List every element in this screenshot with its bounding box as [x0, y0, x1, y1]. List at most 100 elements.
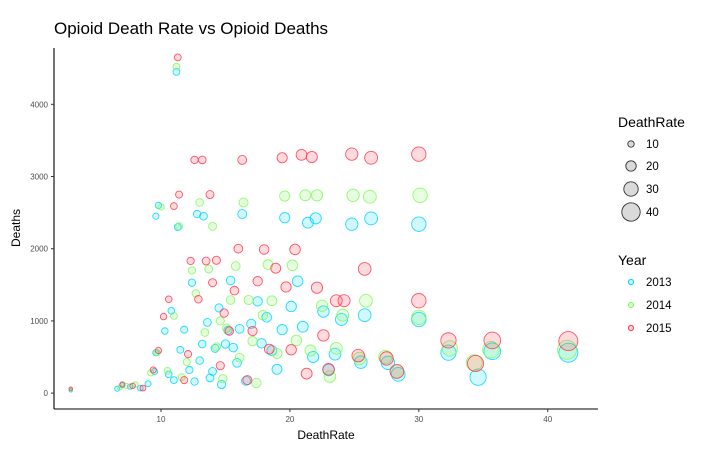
point-2013-27 — [208, 367, 218, 376]
point-2014-12 — [182, 358, 191, 367]
point-2014-37 — [299, 189, 312, 202]
point-2015-29 — [252, 276, 263, 287]
point-2015-51 — [411, 146, 427, 162]
plot-points — [68, 53, 579, 393]
x-tick-label-40: 40 — [543, 415, 552, 424]
point-2013-44 — [271, 363, 283, 375]
point-2015-0 — [68, 386, 74, 392]
point-2015-19 — [208, 278, 218, 288]
point-2014-29 — [251, 377, 262, 389]
point-2013-34 — [228, 342, 238, 353]
point-2015-6 — [159, 312, 168, 321]
point-2014-38 — [304, 344, 317, 357]
point-2015-53 — [440, 332, 457, 349]
size-legend-label-10: 10 — [646, 139, 659, 151]
point-2014-21 — [218, 374, 228, 384]
point-2014-18 — [208, 221, 218, 231]
point-2015-35 — [285, 344, 297, 356]
point-2014-19 — [211, 342, 221, 352]
x-tick-label-20: 20 — [285, 415, 294, 424]
point-2015-40 — [310, 281, 324, 294]
point-2014-15 — [195, 198, 204, 207]
point-2014-53 — [465, 354, 483, 372]
point-2013-51 — [307, 351, 320, 364]
point-2014-24 — [230, 261, 241, 271]
point-2013-19 — [187, 278, 197, 287]
point-2013-16 — [176, 345, 185, 354]
point-2015-24 — [229, 285, 240, 296]
point-2014-42 — [329, 341, 343, 355]
size-legend-key-10 — [627, 140, 635, 148]
point-2015-18 — [205, 190, 215, 199]
point-2013-17 — [180, 325, 189, 334]
size-legend-label-30: 30 — [646, 184, 659, 196]
point-2015-54 — [467, 354, 485, 373]
year-legend-label-2013: 2013 — [646, 277, 672, 289]
point-2013-63 — [411, 216, 427, 232]
point-2013-22 — [195, 356, 204, 365]
color-legend-title: Year — [618, 252, 647, 268]
point-2015-39 — [305, 151, 318, 164]
axes — [53, 48, 598, 410]
point-2015-10 — [175, 190, 183, 199]
point-2015-26 — [237, 154, 248, 165]
point-2013-25 — [203, 317, 212, 327]
point-2013-33 — [225, 275, 236, 286]
point-2014-27 — [243, 294, 254, 305]
point-2013-13 — [170, 376, 178, 384]
x-tick-label-30: 30 — [414, 415, 423, 424]
size-legend-title: DeathRate — [618, 114, 685, 130]
point-2015-15 — [194, 295, 203, 304]
point-2014-30 — [257, 309, 269, 321]
year-legend-key-2014 — [627, 301, 635, 309]
point-2014-39 — [310, 189, 324, 202]
point-2014-34 — [279, 190, 291, 202]
point-2015-30 — [258, 244, 270, 255]
point-2013-31 — [220, 339, 231, 349]
point-2013-47 — [285, 300, 297, 313]
point-2014-9 — [172, 62, 181, 71]
point-2013-8 — [152, 212, 160, 220]
point-2014-40 — [315, 299, 329, 312]
point-2015-37 — [295, 149, 308, 161]
point-2015-27 — [242, 375, 253, 386]
point-2014-17 — [204, 264, 214, 274]
point-2014-51 — [411, 309, 427, 325]
point-2014-35 — [286, 259, 299, 272]
point-2015-46 — [351, 348, 365, 363]
point-2015-16 — [197, 155, 207, 165]
point-2015-7 — [164, 295, 173, 304]
point-2015-14 — [190, 155, 199, 165]
y-axis-title: Deaths — [9, 209, 23, 247]
point-2015-48 — [364, 150, 379, 165]
y-tick-label-3000: 3000 — [30, 173, 48, 182]
point-2013-35 — [232, 357, 242, 368]
point-2013-52 — [309, 212, 322, 225]
point-2015-23 — [224, 326, 235, 336]
y-tick-label-2000: 2000 — [30, 245, 48, 254]
point-2013-20 — [190, 377, 199, 386]
size-legend-key-40 — [621, 202, 641, 222]
point-2013-18 — [185, 365, 194, 375]
point-2014-50 — [412, 187, 428, 203]
point-2014-55 — [557, 339, 578, 360]
point-2014-44 — [346, 188, 360, 202]
point-2015-25 — [233, 243, 244, 254]
point-2014-25 — [234, 352, 245, 363]
point-2013-21 — [192, 209, 202, 219]
point-2015-4 — [149, 366, 157, 374]
year-legend-key-2015 — [627, 324, 635, 332]
point-2013-5 — [144, 380, 152, 388]
year-legend-label-2015: 2015 — [646, 323, 672, 335]
point-2015-11 — [180, 376, 189, 385]
point-2013-59 — [357, 308, 372, 322]
point-2013-23 — [197, 339, 207, 349]
point-2015-52 — [411, 293, 427, 309]
point-2015-50 — [389, 364, 405, 379]
year-legend-key-2013 — [627, 278, 635, 286]
point-2014-46 — [359, 293, 373, 308]
point-2013-10 — [161, 327, 169, 335]
point-2013-57 — [345, 217, 359, 231]
point-2014-26 — [238, 197, 249, 208]
